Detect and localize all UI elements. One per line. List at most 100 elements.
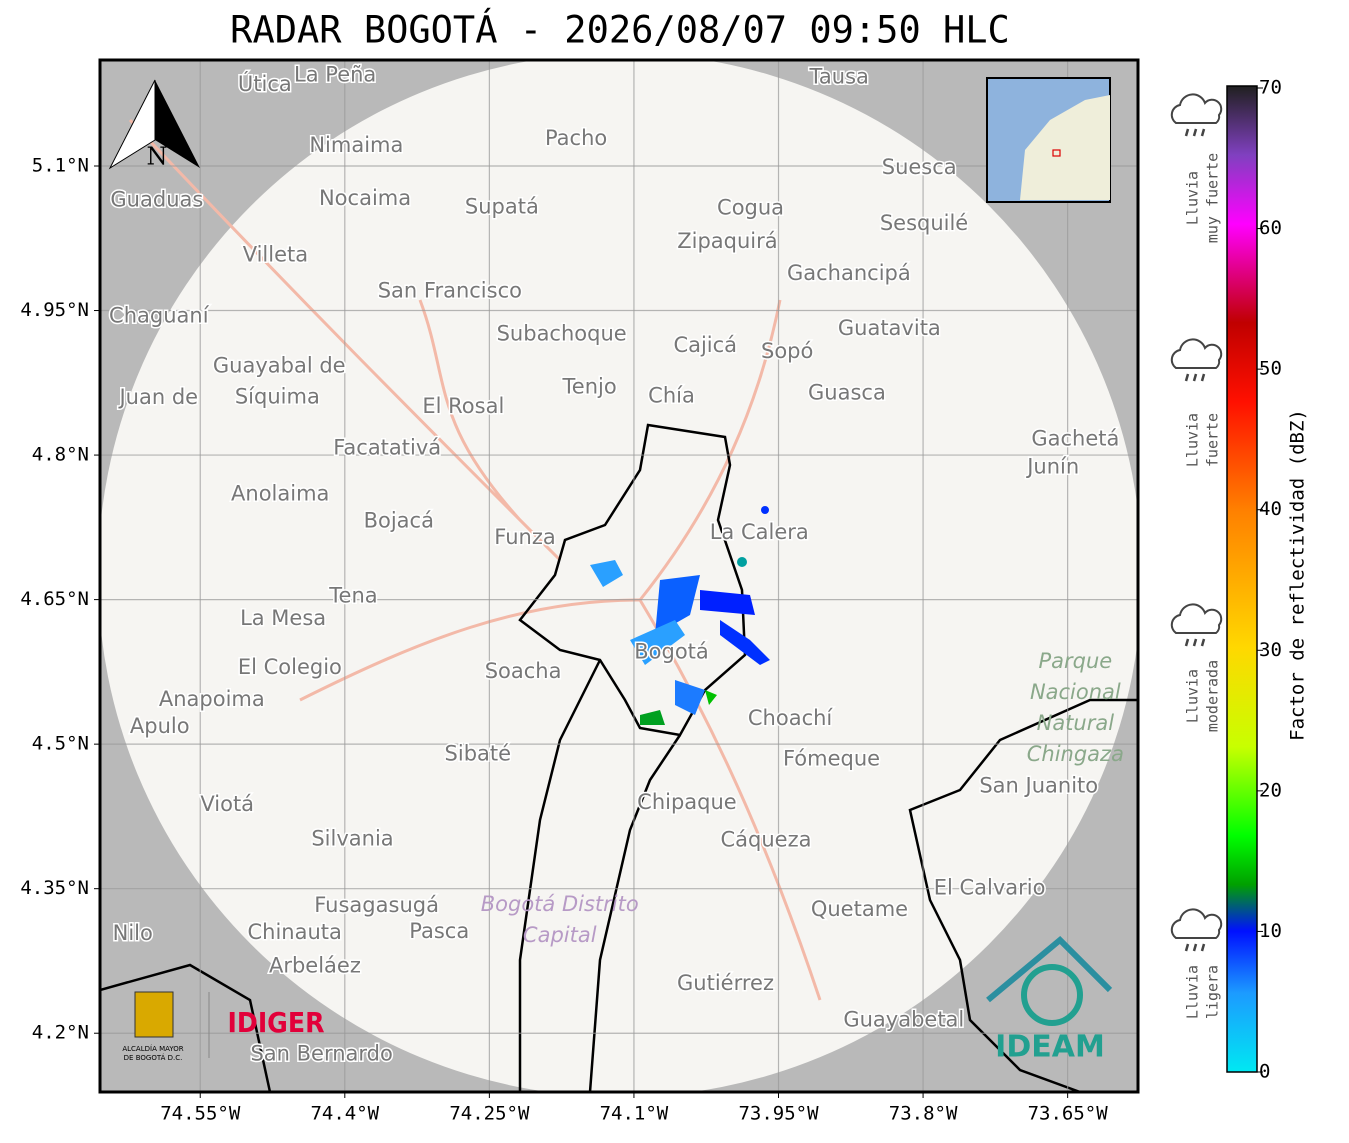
area-label: Nacional xyxy=(1030,680,1121,704)
place-label: La Calera xyxy=(710,520,809,544)
drops xyxy=(1184,638,1206,647)
place-label: Quetame xyxy=(811,897,908,921)
title: RADAR BOGOTÁ - 2026/08/07 09:50 HLC xyxy=(230,8,1010,52)
place-label: Facatativá xyxy=(333,435,441,459)
department-border xyxy=(100,698,1138,1092)
rain-level-label: ligera xyxy=(1204,965,1222,1019)
area-label: Chingaza xyxy=(1027,742,1124,766)
place-label: Zipaquirá xyxy=(677,229,777,253)
radar-echoes xyxy=(590,506,770,725)
place-label: Bojacá xyxy=(364,509,434,533)
place-label: Cogua xyxy=(717,195,784,219)
place-label: Anolaima xyxy=(231,482,329,506)
place-label: Supatá xyxy=(465,194,539,218)
rain-level-label: moderada xyxy=(1204,660,1222,732)
y-tick-label: 4.35°N xyxy=(20,877,89,899)
place-label: Guayabal de xyxy=(213,353,346,377)
colorbar xyxy=(1226,85,1258,1073)
y-tick-label: 4.8°N xyxy=(32,444,89,466)
place-label: El Rosal xyxy=(422,394,504,418)
place-label: Apulo xyxy=(130,714,190,738)
place-label: Juan de xyxy=(117,385,198,409)
place-label: Tausa xyxy=(809,64,869,88)
place-label: Útica xyxy=(238,71,292,96)
place-label: Choachí xyxy=(748,706,834,730)
y-tick-label: 5.1°N xyxy=(32,154,89,176)
logo-alcaldia: ALCALDÍA MAYOR DE BOGOTÁ D.C. IDIGER xyxy=(122,991,325,1062)
colorbar-tick-label: 40 xyxy=(1259,498,1282,520)
cloud xyxy=(1170,93,1223,124)
place-label: Funza xyxy=(494,525,555,549)
place-label: Chía xyxy=(648,383,695,407)
logo-ideam-text: IDEAM xyxy=(995,1030,1105,1065)
colorbar-label: Factor de reflectividad (dBZ) xyxy=(1287,409,1309,741)
place-label: Viotá xyxy=(200,792,254,816)
rain-icon xyxy=(1170,603,1223,647)
place-label: San Bernardo xyxy=(250,1041,392,1065)
north-label: N xyxy=(147,143,168,171)
colorbar-tick-label: 50 xyxy=(1259,358,1282,380)
place-label: Cáqueza xyxy=(720,828,811,852)
place-label: Chinauta xyxy=(247,920,341,944)
place-label: Gachancipá xyxy=(787,261,911,285)
area-label: Parque xyxy=(1038,649,1112,673)
y-tick-label: 4.95°N xyxy=(20,299,89,321)
colorbar-tick-label: 60 xyxy=(1259,217,1282,239)
logo-idiger: IDIGER xyxy=(228,1006,325,1039)
rain-level-label: fuerte xyxy=(1204,413,1222,467)
drops xyxy=(1184,943,1206,952)
north-arrow: N xyxy=(108,79,200,171)
inset-map xyxy=(986,77,1111,203)
rain-level-label: Lluvia xyxy=(1184,669,1202,723)
place-label: Guayabetal xyxy=(843,1008,964,1032)
place-label: Guaduas xyxy=(110,188,203,212)
y-tick-label: 4.65°N xyxy=(20,588,89,610)
place-label: Sesquilé xyxy=(880,211,968,235)
place-label: Tenjo xyxy=(562,375,617,399)
bogota-border xyxy=(518,423,747,737)
logo-text: ALCALDÍA MAYOR xyxy=(122,1044,183,1053)
place-label: La Mesa xyxy=(240,606,326,630)
place-label: Junín xyxy=(1025,455,1079,479)
place-label: Subachoque xyxy=(497,322,627,346)
colorbar-tick-label: 70 xyxy=(1259,77,1282,99)
x-tick-label: 73.8°W xyxy=(889,1103,958,1125)
drops xyxy=(1184,128,1206,137)
map-frame xyxy=(98,58,1140,1094)
place-label: Cajicá xyxy=(673,333,737,357)
x-tick-label: 74.1°W xyxy=(600,1103,669,1125)
place-label: Guatavita xyxy=(838,316,941,340)
logo-ideam: IDEAM xyxy=(986,935,1113,1065)
place-label: Chaguaní xyxy=(109,303,210,327)
drops xyxy=(1184,373,1206,382)
y-tick-label: 4.5°N xyxy=(32,733,89,755)
place-label: Sopó xyxy=(761,339,813,363)
place-label: Suesca xyxy=(882,155,957,179)
place-label: Nimaima xyxy=(309,133,403,157)
place-label: Gachetá xyxy=(1031,427,1119,451)
place-label: Nilo xyxy=(113,921,153,945)
place-label: Nocaima xyxy=(319,186,411,210)
place-label: Bogotá xyxy=(634,640,709,664)
place-label: Anapoima xyxy=(159,687,265,711)
place-label: Pasca xyxy=(409,919,469,943)
x-tick-label: 74.4°W xyxy=(310,1103,379,1125)
rain-icon xyxy=(1170,338,1223,382)
x-tick-label: 74.25°W xyxy=(449,1103,530,1125)
place-label: Fómeque xyxy=(783,747,880,771)
cloud xyxy=(1170,908,1223,939)
area-label: Natural xyxy=(1037,711,1115,735)
place-label: Tena xyxy=(328,584,377,608)
place-label: La Peña xyxy=(294,62,376,86)
place-label: Sibaté xyxy=(445,742,512,766)
rain-level-label: muy fuerte xyxy=(1204,153,1222,243)
rain-icon xyxy=(1170,908,1223,952)
place-label: Síquima xyxy=(235,384,320,408)
place-label: Guasca xyxy=(808,380,886,404)
area-label: Bogotá Distrito xyxy=(481,892,639,916)
map-area: Útica La Peña Tausa Pacho Nimaima Guaduas Noca… xyxy=(100,60,1138,1092)
rain-level-label: Lluvia xyxy=(1184,171,1202,225)
x-tick-label: 74.55°W xyxy=(160,1103,241,1125)
place-label: Arbeláez xyxy=(269,954,361,978)
